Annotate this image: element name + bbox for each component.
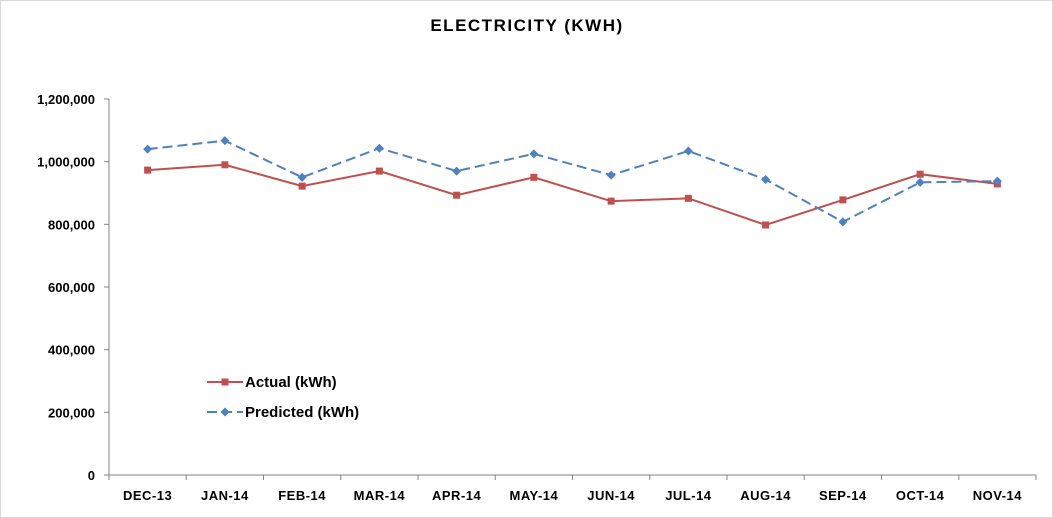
chart-title: ELECTRICITY (KWH) xyxy=(430,16,623,35)
x-tick-label: JAN-14 xyxy=(201,488,249,503)
data-point xyxy=(298,182,306,190)
x-tick-label: JUN-14 xyxy=(587,488,635,503)
x-tick-label: APR-14 xyxy=(432,488,482,503)
x-tick-label: NOV-14 xyxy=(973,488,1023,503)
data-point xyxy=(607,197,615,205)
data-point xyxy=(761,175,771,185)
legend-label: Actual (kWh) xyxy=(245,374,337,391)
data-point xyxy=(143,144,153,154)
data-point xyxy=(606,170,616,180)
data-point xyxy=(144,166,152,174)
x-tick-label: JUL-14 xyxy=(665,488,712,503)
legend-label: Predicted (kWh) xyxy=(245,404,359,421)
data-point xyxy=(297,172,307,182)
legend-marker xyxy=(221,378,229,386)
legend-marker xyxy=(220,407,230,417)
data-point xyxy=(992,176,1002,186)
series-layer xyxy=(143,136,1002,229)
data-point xyxy=(683,146,693,156)
y-tick-label: 400,000 xyxy=(48,343,95,358)
data-point xyxy=(684,194,692,202)
series-actual xyxy=(144,161,1001,229)
x-tick-label: DEC-13 xyxy=(123,488,172,503)
x-tick-label: OCT-14 xyxy=(896,488,945,503)
y-tick-label: 200,000 xyxy=(48,405,95,420)
y-tick-label: 1,200,000 xyxy=(37,92,95,107)
y-tick-label: 0 xyxy=(88,468,95,483)
data-point xyxy=(762,221,770,229)
y-tick-label: 800,000 xyxy=(48,217,95,232)
x-tick-label: MAY-14 xyxy=(509,488,558,503)
x-tick-label: AUG-14 xyxy=(740,488,791,503)
legend: Actual (kWh) Predicted (kWh) xyxy=(207,374,359,421)
series-line xyxy=(147,139,998,223)
data-point xyxy=(221,161,229,169)
x-tick-label: FEB-14 xyxy=(278,488,326,503)
x-tick-label: MAR-14 xyxy=(354,488,406,503)
data-point xyxy=(374,143,384,153)
data-point xyxy=(453,191,461,199)
series-predicted xyxy=(143,136,1002,227)
data-point xyxy=(375,167,383,175)
legend-item: Actual (kWh) xyxy=(207,374,337,391)
data-point xyxy=(838,217,848,227)
legend-item: Predicted (kWh) xyxy=(207,404,359,421)
x-tick-label: SEP-14 xyxy=(819,488,867,503)
data-point xyxy=(452,166,462,176)
data-point xyxy=(916,170,924,178)
y-tick-label: 600,000 xyxy=(48,280,95,295)
data-point xyxy=(839,196,847,204)
series-line xyxy=(147,163,998,227)
data-point xyxy=(220,136,230,146)
data-point xyxy=(915,177,925,187)
axes: 0 200,000 400,000 600,000 800,000 1,000,000 1,… xyxy=(37,92,1037,503)
data-point xyxy=(530,173,538,181)
data-point xyxy=(529,149,539,159)
y-tick-label: 1,000,000 xyxy=(37,155,95,170)
